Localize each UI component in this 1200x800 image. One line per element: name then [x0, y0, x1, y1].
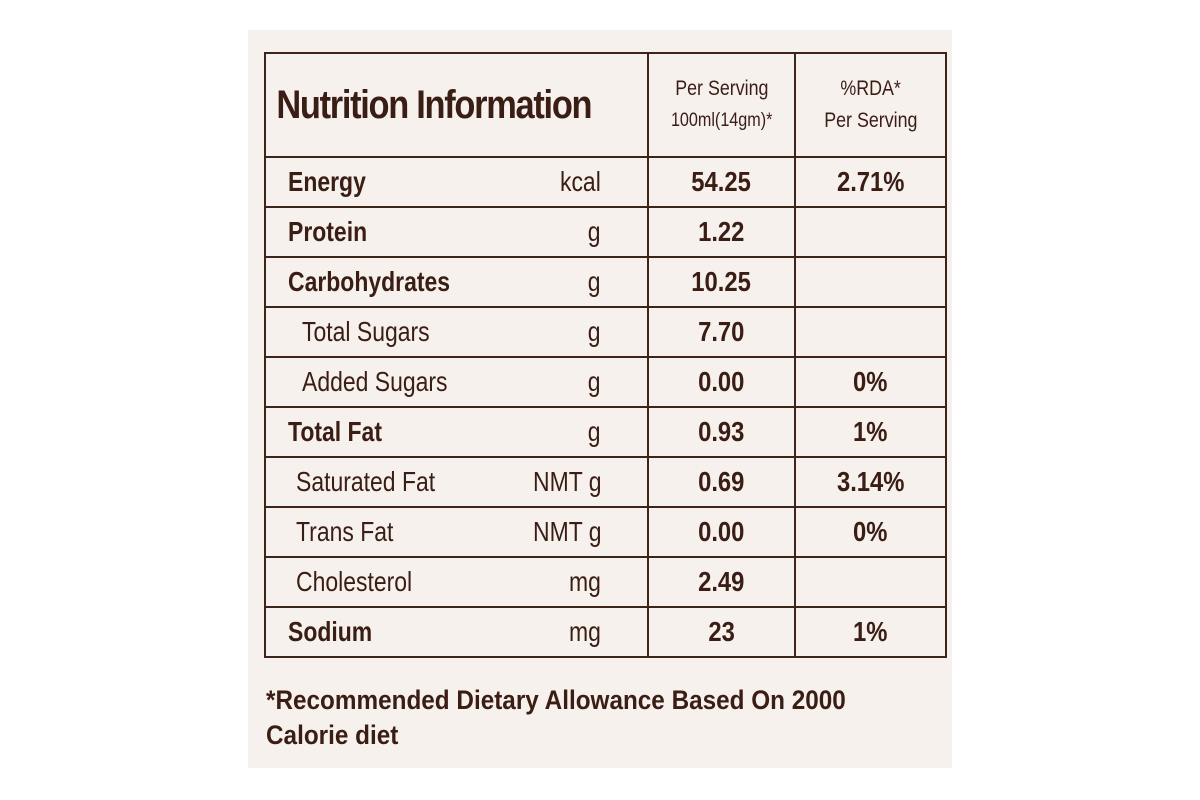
per-serving-header-line1: Per Serving [674, 77, 769, 100]
nutrient-rda: 1% [853, 416, 888, 447]
table-row: Cholesterol mg 2.49 [264, 556, 947, 608]
nutrient-value: 2.49 [698, 566, 745, 597]
nutrient-name: Total Sugars [302, 316, 430, 347]
nutrient-cell: Sodium mg [264, 606, 649, 658]
nutrient-rda: 1% [853, 616, 888, 647]
nutrient-unit: mg [569, 566, 601, 597]
nutrient-cell: Protein g [264, 206, 649, 258]
table-row: Energy kcal 54.25 2.71% [264, 156, 947, 208]
nutrient-unit: kcal [560, 166, 601, 197]
nutrient-cell: Cholesterol mg [264, 556, 649, 608]
nutrient-value: 23 [708, 616, 735, 647]
nutrient-value: 10.25 [691, 266, 752, 297]
nutrient-unit: g [588, 416, 601, 447]
table-row: Added Sugars g 0.00 0% [264, 356, 947, 408]
nutrient-rda: 0% [853, 516, 888, 547]
nutrient-name: Sodium [288, 616, 373, 647]
nutrient-rda: 0% [853, 366, 888, 397]
table-row: Sodium mg 23 1% [264, 606, 947, 658]
per-serving-header: Per Serving 100ml(14gm)* [647, 52, 796, 158]
nutrient-name: Total Fat [288, 416, 382, 447]
footnote-line2: Calorie diet [266, 720, 399, 750]
rda-header: %RDA* Per Serving [794, 52, 947, 158]
nutrient-rda: 3.14% [836, 466, 905, 497]
nutrient-name: Protein [288, 216, 368, 247]
nutrient-name: Energy [288, 166, 366, 197]
nutrient-cell: Trans Fat NMT g [264, 506, 649, 558]
nutrient-name: Trans Fat [296, 516, 394, 547]
nutrient-unit: g [588, 216, 601, 247]
table-row: Total Fat g 0.93 1% [264, 406, 947, 458]
nutrient-value: 0.93 [698, 416, 745, 447]
title-cell: Nutrition Information [264, 52, 649, 158]
table-row: Protein g 1.22 [264, 206, 947, 258]
nutrient-cell: Total Sugars g [264, 306, 649, 358]
nutrient-name: Added Sugars [302, 366, 448, 397]
nutrient-value: 0.69 [698, 466, 745, 497]
nutrient-name: Cholesterol [296, 566, 413, 597]
nutrient-unit: g [588, 366, 601, 397]
footnote: *Recommended Dietary Allowance Based On … [266, 683, 946, 753]
nutrient-rda: 2.71% [836, 166, 905, 197]
nutrient-cell: Saturated Fat NMT g [264, 456, 649, 508]
nutrient-unit: g [588, 266, 601, 297]
nutrient-unit: NMT g [532, 466, 601, 497]
nutrient-name: Carbohydrates [288, 266, 451, 297]
footnote-line1: *Recommended Dietary Allowance Based On … [266, 685, 846, 715]
table-title: Nutrition Information [276, 82, 592, 127]
table-row: Trans Fat NMT g 0.00 0% [264, 506, 947, 558]
nutrient-value: 54.25 [691, 166, 752, 197]
nutrient-name: Saturated Fat [296, 466, 436, 497]
table-row: Total Sugars g 7.70 [264, 306, 947, 358]
table-header-row: Nutrition Information Per Serving 100ml(… [264, 52, 947, 158]
nutrient-value: 0.00 [698, 516, 745, 547]
rda-header-line1: %RDA* [840, 77, 901, 100]
rda-header-line2: Per Serving [823, 109, 918, 132]
nutrient-cell: Total Fat g [264, 406, 649, 458]
table-row: Saturated Fat NMT g 0.69 3.14% [264, 456, 947, 508]
nutrient-unit: mg [569, 616, 601, 647]
per-serving-header-line2: 100ml(14gm)* [670, 110, 773, 131]
nutrient-unit: NMT g [532, 516, 601, 547]
nutrient-cell: Energy kcal [264, 156, 649, 208]
nutrient-value: 1.22 [698, 216, 745, 247]
nutrient-cell: Added Sugars g [264, 356, 649, 408]
table-row: Carbohydrates g 10.25 [264, 256, 947, 308]
nutrient-value: 7.70 [698, 316, 745, 347]
nutrient-unit: g [588, 316, 601, 347]
nutrition-table: Nutrition Information Per Serving 100ml(… [264, 52, 947, 658]
nutrient-value: 0.00 [698, 366, 745, 397]
nutrient-cell: Carbohydrates g [264, 256, 649, 308]
